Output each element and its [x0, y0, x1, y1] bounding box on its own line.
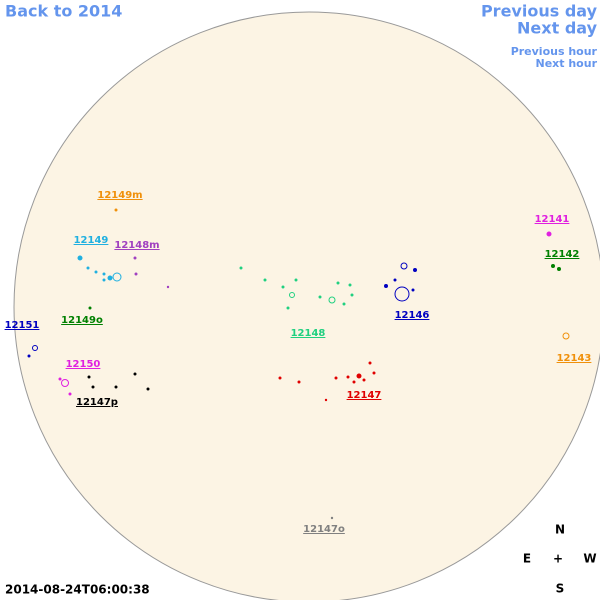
sunspot: [393, 278, 397, 282]
compass-north: N: [555, 523, 565, 537]
sunspot: [112, 272, 122, 282]
region-label[interactable]: 12146: [395, 310, 430, 321]
sunspot: [91, 385, 95, 389]
sunspot: [61, 379, 69, 387]
sunspot: [68, 392, 72, 396]
sunspot: [350, 293, 354, 297]
sunspot: [286, 306, 290, 310]
next-hour-link[interactable]: Next hour: [536, 57, 598, 70]
sunspot: [94, 270, 98, 274]
sunspot: [134, 272, 138, 276]
compass-east: E: [523, 552, 531, 566]
sunspot: [239, 266, 243, 270]
sunspot: [318, 295, 322, 299]
region-label[interactable]: 12149m: [97, 190, 142, 201]
sunspot: [356, 373, 362, 379]
sunspot: [289, 292, 295, 298]
sunspot: [114, 385, 118, 389]
sunspot: [372, 371, 376, 375]
compass-south: S: [556, 582, 565, 596]
sunspot: [58, 377, 62, 381]
region-label[interactable]: 12147p: [76, 397, 118, 408]
sunspot: [133, 372, 137, 376]
sunspot: [411, 288, 415, 292]
region-label[interactable]: 12149: [74, 235, 109, 246]
sunspot: [413, 268, 417, 272]
sunspot: [362, 378, 366, 382]
sunspot: [133, 256, 137, 260]
compass-center: +: [553, 552, 563, 566]
next-day-link[interactable]: Next day: [517, 19, 598, 38]
region-label[interactable]: 12149o: [61, 315, 103, 326]
sunspot: [330, 516, 334, 520]
sunspot: [336, 281, 340, 285]
region-label[interactable]: 12150: [66, 359, 101, 370]
region-label[interactable]: 12141: [535, 214, 570, 225]
previous-day-link[interactable]: Previous day: [481, 2, 598, 21]
sunspot: [551, 264, 555, 268]
sunspot: [352, 380, 356, 384]
sunspot: [27, 354, 31, 358]
sunspot: [400, 262, 408, 270]
sunspot: [334, 376, 338, 380]
sunspot: [146, 387, 150, 391]
sunspot: [368, 361, 372, 365]
previous-hour-link[interactable]: Previous hour: [511, 45, 598, 58]
sunspot: [348, 283, 352, 287]
sunspot: [32, 345, 38, 351]
region-label[interactable]: 12148m: [114, 240, 159, 251]
region-label[interactable]: 12148: [291, 328, 326, 339]
timestamp: 2014-08-24T06:00:38: [5, 583, 150, 597]
region-label[interactable]: 12151: [5, 320, 40, 331]
sunspot: [114, 208, 118, 212]
region-label[interactable]: 12147: [347, 390, 382, 401]
sunspot: [294, 278, 298, 282]
sunspot: [557, 267, 561, 271]
sunspot: [297, 380, 301, 384]
region-label[interactable]: 12147o: [303, 524, 345, 535]
sunspot: [346, 375, 350, 379]
sunspot: [328, 296, 336, 304]
back-link[interactable]: Back to 2014: [5, 2, 122, 21]
sunspot: [87, 375, 91, 379]
sunspot: [77, 255, 83, 261]
sunspot: [394, 286, 410, 302]
sunspot: [324, 398, 328, 402]
compass-west: W: [583, 552, 596, 566]
region-label[interactable]: 12143: [557, 353, 592, 364]
sunspot: [384, 284, 388, 288]
solar-disk: [13, 11, 600, 600]
sunspot: [102, 272, 106, 276]
sunspot: [88, 306, 92, 310]
sunspot: [107, 275, 113, 281]
sunspot: [102, 278, 106, 282]
sunspot: [278, 376, 282, 380]
sunspot: [281, 285, 285, 289]
sunspot: [166, 285, 170, 289]
sunspot: [342, 302, 346, 306]
sunspot: [86, 266, 90, 270]
sunspot: [263, 278, 267, 282]
sunspot: [562, 332, 570, 340]
sunspot: [546, 231, 552, 237]
region-label[interactable]: 12142: [545, 249, 580, 260]
